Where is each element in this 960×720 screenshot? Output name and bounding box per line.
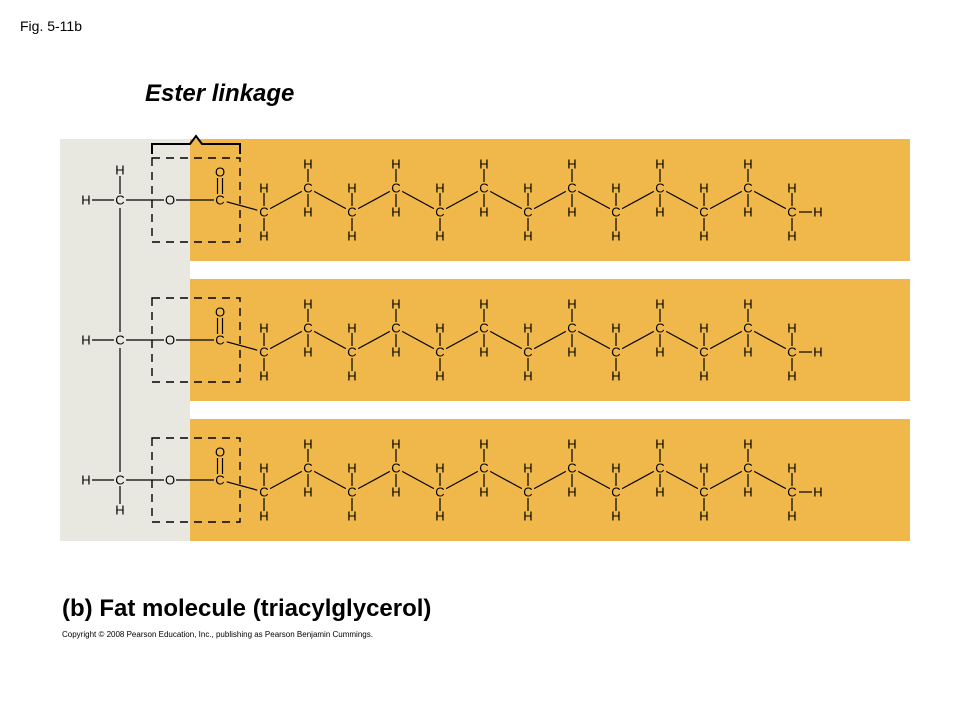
svg-text:C: C <box>479 321 488 336</box>
svg-text:C: C <box>699 205 708 220</box>
caption: (b) Fat molecule (triacylglycerol) <box>62 595 431 623</box>
svg-text:O: O <box>165 193 175 208</box>
svg-text:C: C <box>611 345 620 360</box>
svg-text:C: C <box>435 345 444 360</box>
svg-text:C: C <box>567 461 576 476</box>
svg-text:C: C <box>215 333 224 348</box>
svg-text:C: C <box>699 485 708 500</box>
svg-text:C: C <box>115 193 124 208</box>
svg-text:C: C <box>391 321 400 336</box>
svg-text:C: C <box>699 345 708 360</box>
svg-text:C: C <box>787 205 796 220</box>
svg-text:O: O <box>165 473 175 488</box>
svg-text:H: H <box>81 333 90 348</box>
svg-text:C: C <box>479 461 488 476</box>
svg-text:C: C <box>391 181 400 196</box>
svg-text:C: C <box>655 321 664 336</box>
svg-text:C: C <box>523 485 532 500</box>
svg-text:O: O <box>215 165 225 180</box>
svg-text:C: C <box>215 193 224 208</box>
svg-text:O: O <box>215 305 225 320</box>
svg-text:C: C <box>259 485 268 500</box>
copyright: Copyright © 2008 Pearson Education, Inc.… <box>62 630 373 639</box>
svg-text:C: C <box>567 181 576 196</box>
svg-text:C: C <box>347 345 356 360</box>
svg-text:C: C <box>347 205 356 220</box>
svg-text:C: C <box>435 205 444 220</box>
svg-text:H: H <box>115 503 124 518</box>
svg-text:C: C <box>567 321 576 336</box>
svg-text:C: C <box>347 485 356 500</box>
svg-text:C: C <box>435 485 444 500</box>
svg-text:C: C <box>611 485 620 500</box>
svg-text:H: H <box>81 193 90 208</box>
svg-text:C: C <box>611 205 620 220</box>
svg-text:C: C <box>303 461 312 476</box>
svg-text:O: O <box>215 445 225 460</box>
svg-text:C: C <box>655 181 664 196</box>
svg-text:C: C <box>115 333 124 348</box>
svg-text:H: H <box>813 345 822 360</box>
svg-text:C: C <box>743 321 752 336</box>
svg-text:H: H <box>813 485 822 500</box>
svg-text:C: C <box>259 345 268 360</box>
svg-text:C: C <box>215 473 224 488</box>
svg-text:C: C <box>115 473 124 488</box>
svg-text:C: C <box>391 461 400 476</box>
svg-text:O: O <box>165 333 175 348</box>
svg-text:C: C <box>655 461 664 476</box>
svg-text:H: H <box>115 163 124 178</box>
svg-text:C: C <box>259 205 268 220</box>
svg-text:C: C <box>303 181 312 196</box>
svg-text:C: C <box>743 461 752 476</box>
svg-text:C: C <box>523 345 532 360</box>
svg-text:C: C <box>787 485 796 500</box>
figure-label: Fig. 5-11b <box>20 18 82 34</box>
svg-text:C: C <box>303 321 312 336</box>
svg-text:H: H <box>813 205 822 220</box>
svg-text:C: C <box>787 345 796 360</box>
molecule-diagram: CHHOCOCHHCHHCHHCHHCHHCHHCHHCHHCHHCHHCHHC… <box>60 130 910 570</box>
svg-text:C: C <box>479 181 488 196</box>
svg-text:C: C <box>743 181 752 196</box>
svg-text:C: C <box>523 205 532 220</box>
ester-linkage-title: Ester linkage <box>145 80 294 108</box>
svg-text:H: H <box>81 473 90 488</box>
